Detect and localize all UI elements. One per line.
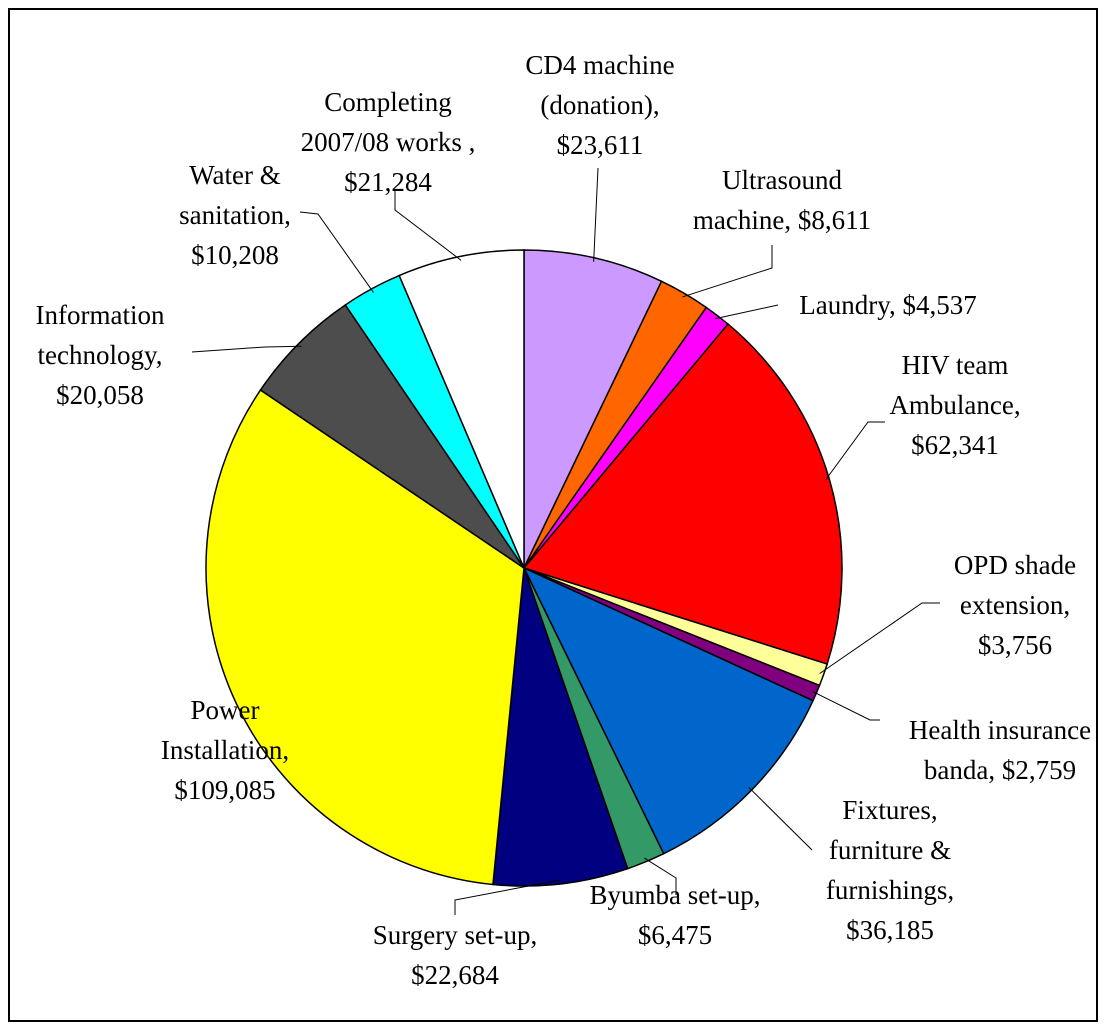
slice-label: HIV team Ambulance, $62,341 <box>880 345 1030 465</box>
value-label: $62,341 <box>911 430 999 460</box>
category-label: Health insurance banda, <box>908 715 1092 785</box>
category-label: Surgery set-up, <box>372 920 538 950</box>
slice-label: OPD shade extension, $3,756 <box>945 545 1085 665</box>
category-label: HIV team Ambulance, <box>889 350 1021 420</box>
pie-slice <box>398 249 525 569</box>
value-label: $23,611 <box>556 130 644 160</box>
leader-line <box>191 345 302 353</box>
slice-label: Ultrasound machine, $8,611 <box>672 160 892 240</box>
pie-slice <box>522 323 843 666</box>
value-label: $8,611 <box>797 205 872 235</box>
pie-slice <box>259 303 525 569</box>
category-label: Completing 2007/08 works , <box>300 87 476 157</box>
pie-slice <box>523 249 663 569</box>
value-label: $2,759 <box>1001 755 1077 785</box>
slice-label: Laundry, $4,537 <box>758 285 1018 325</box>
slice-label: Water & sanitation, $10,208 <box>165 155 305 275</box>
slice-label: Health insurance banda, $2,759 <box>895 710 1105 790</box>
slice-label: Fixtures, furniture & furnishings, $36,1… <box>818 790 963 950</box>
value-label: $22,684 <box>411 960 499 990</box>
leader-line <box>454 879 561 915</box>
pie-slice <box>205 388 525 886</box>
value-label: $21,284 <box>344 167 432 197</box>
slice-label: Byumba set-up, $6,475 <box>575 875 775 955</box>
category-label: Information technology, <box>35 300 165 370</box>
slice-label: Surgery set-up, $22,684 <box>355 915 555 995</box>
category-label: Water & sanitation, <box>179 160 291 230</box>
value-label: $36,185 <box>846 915 934 945</box>
category-label: CD4 machine (donation), <box>525 50 675 120</box>
category-label: Ultrasound machine, <box>692 165 842 235</box>
leader-line <box>394 190 462 261</box>
slice-label: Power Installation, $109,085 <box>145 690 305 810</box>
leader-line <box>812 691 880 721</box>
leader-line <box>299 211 374 293</box>
category-label: Byumba set-up, <box>589 880 761 910</box>
leader-line <box>682 245 773 298</box>
slice-label: Information technology, $20,058 <box>20 295 180 415</box>
value-label: $109,085 <box>174 775 276 805</box>
leader-line <box>644 857 677 895</box>
category-label: Fixtures, furniture & furnishings, <box>825 795 955 905</box>
leader-line <box>593 167 599 262</box>
value-label: $6,475 <box>637 920 713 950</box>
leader-line <box>714 304 779 320</box>
category-label: Laundry, <box>799 290 896 320</box>
category-label: OPD shade extension, <box>953 550 1077 620</box>
value-label: $10,208 <box>191 240 279 270</box>
category-label: Power Installation, <box>160 695 290 765</box>
leader-line <box>819 602 940 674</box>
slice-label: Completing 2007/08 works , $21,284 <box>288 82 488 202</box>
value-label: $4,537 <box>902 290 977 320</box>
leader-line <box>825 421 885 481</box>
pie-slice <box>492 567 629 887</box>
slice-label: CD4 machine (donation), $23,611 <box>515 45 685 165</box>
leader-line <box>748 786 813 851</box>
value-label: $3,756 <box>977 630 1053 660</box>
value-label: $20,058 <box>56 380 144 410</box>
